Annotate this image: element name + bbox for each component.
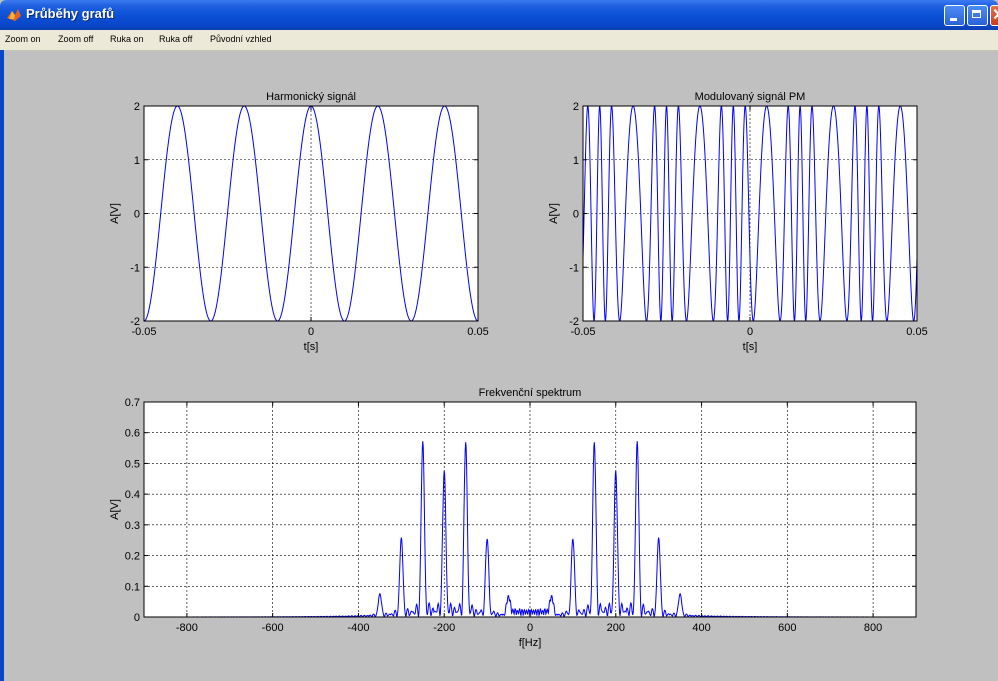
- x-tick-label: 0: [527, 622, 533, 634]
- x-axis-label: f[Hz]: [519, 637, 542, 649]
- x-tick-label: 600: [778, 622, 796, 634]
- chart-title: Modulovaný signál PM: [695, 91, 806, 103]
- x-axis-label: t[s]: [304, 341, 319, 353]
- window-title: Průběhy grafů: [26, 6, 115, 21]
- x-tick-label: -200: [433, 622, 455, 634]
- title-bar[interactable]: Průběhy grafů ✕: [0, 0, 998, 30]
- y-tick-label: -1: [130, 262, 140, 274]
- y-tick-label: 0.5: [125, 458, 140, 470]
- y-axis-label: A[V]: [548, 203, 560, 224]
- y-tick-label: -2: [130, 316, 140, 328]
- plot-area: [583, 106, 917, 321]
- y-tick-label: 1: [134, 155, 140, 167]
- x-tick-label: 400: [692, 622, 710, 634]
- plots-svg: -0.05 0 0.05 -2 -1 0 1 2 Harmonický signál t[s] A[…: [109, 91, 928, 649]
- x-tick-label: 0.05: [906, 326, 927, 338]
- plot-area: [144, 402, 916, 617]
- y-tick-label: -1: [569, 262, 579, 274]
- y-tick-label: 2: [573, 101, 579, 113]
- y-tick-label: 0.3: [125, 520, 140, 532]
- chart-title: Frekvenční spektrum: [479, 387, 582, 399]
- y-tick-label: 0.4: [125, 489, 140, 501]
- y-tick-label: -2: [569, 316, 579, 328]
- maximize-icon: [972, 10, 981, 18]
- menu-zoom-off[interactable]: Zoom off: [58, 34, 94, 44]
- y-tick-label: 0.7: [125, 397, 140, 409]
- menu-ruka-on[interactable]: Ruka on: [110, 34, 144, 44]
- minimize-icon: [950, 18, 957, 21]
- x-tick-label: 800: [864, 622, 882, 634]
- menu-bar: Zoom on Zoom off Ruka on Ruka off Původn…: [0, 30, 998, 51]
- chart-title: Harmonický signál: [266, 91, 356, 103]
- x-tick-label: -0.05: [570, 326, 595, 338]
- close-button[interactable]: ✕: [990, 5, 998, 26]
- figure-canvas: -0.05 0 0.05 -2 -1 0 1 2 Harmonický signál t[s] A[…: [4, 51, 998, 681]
- x-tick-label: 0.05: [467, 326, 488, 338]
- y-tick-label: 0.2: [125, 551, 140, 563]
- x-tick-label: 200: [607, 622, 625, 634]
- menu-puvodni-vzhled[interactable]: Původní vzhled: [210, 34, 272, 44]
- y-tick-label: 0: [134, 612, 140, 624]
- menu-zoom-on[interactable]: Zoom on: [5, 34, 41, 44]
- y-tick-label: 0.6: [125, 428, 140, 440]
- x-axis-label: t[s]: [743, 341, 758, 353]
- y-tick-label: 0.1: [125, 581, 140, 593]
- x-tick-label: 0: [747, 326, 753, 338]
- plot-area: [144, 106, 478, 321]
- menu-ruka-off[interactable]: Ruka off: [159, 34, 193, 44]
- window-border: [0, 50, 4, 681]
- y-tick-label: 0: [134, 209, 140, 221]
- plot-1: -0.05 0 0.05 -2 -1 0 1 2 Harmonický signál t[s] A[…: [109, 91, 489, 353]
- series-line: [144, 106, 478, 321]
- x-tick-label: 0: [308, 326, 314, 338]
- matlab-icon: [7, 9, 21, 21]
- y-axis-label: A[V]: [109, 203, 121, 224]
- y-tick-label: 2: [134, 101, 140, 113]
- x-tick-label: -600: [262, 622, 284, 634]
- x-tick-label: -800: [176, 622, 198, 634]
- maximize-button[interactable]: [967, 5, 988, 26]
- plot-3: -800 -600 -400 -200 0 200 400 600 800 0 0.1 0.2 0.3 0…: [109, 387, 917, 649]
- close-icon: ✕: [992, 6, 998, 25]
- x-tick-label: -400: [347, 622, 369, 634]
- y-axis-label: A[V]: [109, 499, 121, 520]
- y-tick-label: 0: [573, 209, 579, 221]
- minimize-button[interactable]: [944, 5, 965, 26]
- x-tick-label: -0.05: [131, 326, 156, 338]
- y-tick-label: 1: [573, 155, 579, 167]
- plot-2: -0.05 0 0.05 -2 -1 0 1 2 Modulovaný signál PM t[s…: [548, 91, 928, 353]
